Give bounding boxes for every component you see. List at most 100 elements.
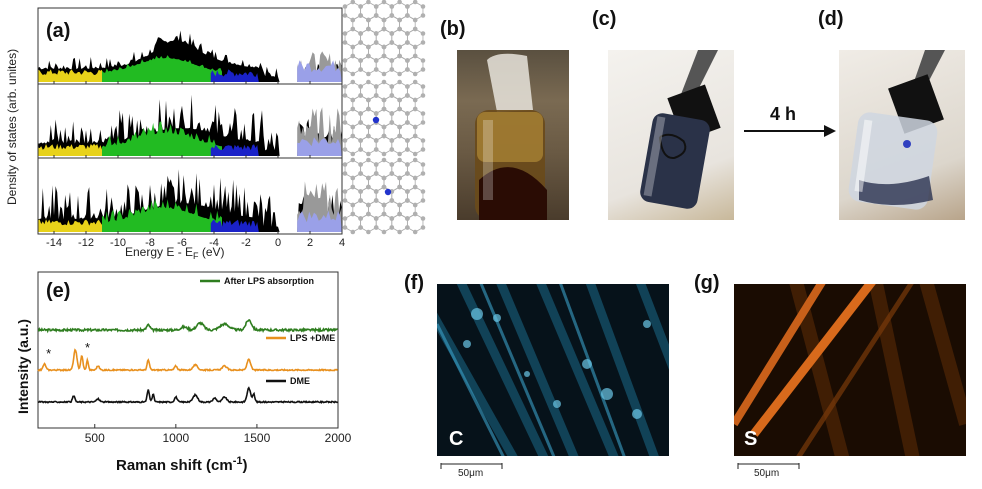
lattice-atom bbox=[420, 198, 426, 203]
lattice-atom bbox=[397, 79, 402, 85]
raman-annotation-star: * bbox=[85, 340, 90, 355]
lattice-atom bbox=[358, 4, 363, 9]
vial-photo-b bbox=[457, 50, 569, 220]
lattice-atom bbox=[405, 93, 410, 98]
lattice-atom bbox=[373, 198, 379, 203]
lattice-atom bbox=[342, 147, 348, 152]
lattice-atom bbox=[412, 184, 418, 190]
lattice-atom bbox=[405, 120, 410, 125]
lattice-atom bbox=[358, 162, 363, 167]
lattice-atom bbox=[381, 97, 387, 103]
lattice-atom bbox=[412, 157, 418, 163]
lattice-atom bbox=[350, 157, 356, 163]
lattice-atom bbox=[405, 138, 410, 143]
eds-map-sulfur: S bbox=[734, 284, 966, 456]
raman-line-lps bbox=[37, 348, 339, 373]
scale-bar-g bbox=[737, 463, 800, 469]
lattice-atom bbox=[412, 53, 418, 59]
lattice-atom bbox=[358, 189, 363, 194]
dos-total-area-2 bbox=[38, 94, 342, 156]
lattice-atom bbox=[405, 4, 410, 9]
lattice-atom bbox=[366, 229, 371, 235]
lattice-atom bbox=[350, 175, 356, 181]
lattice-atom bbox=[405, 31, 410, 36]
lattice-atom bbox=[397, 175, 402, 181]
lattice-atom bbox=[397, 106, 402, 112]
lattice-atom bbox=[412, 202, 418, 208]
time-arrow-icon bbox=[744, 125, 836, 137]
dos-x-axis-sub: F bbox=[193, 251, 199, 261]
lattice-atom bbox=[412, 79, 418, 85]
scale-bar-label-f: 50μm bbox=[458, 468, 484, 479]
lattice-atom bbox=[366, 26, 371, 32]
raman-tick-label: 1000 bbox=[162, 431, 189, 445]
lattice-atom bbox=[397, 0, 402, 5]
lattice-atom bbox=[397, 202, 402, 208]
lattice-atom bbox=[373, 189, 379, 194]
lattice-atom bbox=[405, 111, 410, 116]
panel-label-g: (g) bbox=[694, 272, 720, 294]
dopant-atom bbox=[384, 188, 392, 196]
dos-blue-area-3 bbox=[210, 219, 259, 232]
lattice-atom bbox=[358, 84, 363, 89]
raman-tick-label: 2000 bbox=[325, 431, 352, 445]
raman-frame bbox=[37, 271, 339, 429]
defect-graphene-lattice bbox=[342, 157, 426, 235]
lattice-atom bbox=[420, 4, 426, 9]
lattice-atom bbox=[389, 120, 395, 125]
lattice-atom bbox=[358, 138, 363, 143]
raman-y-axis-label: Intensity (a.u.) bbox=[15, 319, 31, 414]
lattice-atom bbox=[381, 124, 387, 130]
lattice-atom bbox=[381, 157, 387, 163]
lattice-atom bbox=[412, 211, 418, 217]
lattice-atom bbox=[350, 97, 356, 103]
lattice-atom bbox=[373, 138, 379, 143]
raman-legend-label: After LPS absorption bbox=[224, 276, 314, 286]
lattice-atom bbox=[366, 44, 371, 50]
panel-label-f: (f) bbox=[404, 272, 424, 294]
lattice-atom bbox=[412, 106, 418, 112]
lattice-atom bbox=[381, 53, 387, 59]
lattice-atom bbox=[420, 40, 426, 45]
lattice-atom bbox=[381, 133, 387, 139]
dos-x-axis-unit: (eV) bbox=[199, 245, 225, 259]
lattice-atom bbox=[405, 225, 410, 230]
lattice-atom bbox=[389, 162, 395, 167]
panel-label-b: (b) bbox=[440, 18, 466, 40]
lattice-atom bbox=[381, 44, 387, 50]
dos-lavender-area-1 bbox=[297, 60, 342, 82]
pristine-graphene-lattice bbox=[342, 0, 426, 77]
dos-green-area-1 bbox=[102, 55, 222, 82]
raman-tick-label: 500 bbox=[85, 431, 105, 445]
vial-photo-c bbox=[608, 50, 734, 220]
lattice-atom bbox=[381, 184, 387, 190]
lattice-atom bbox=[342, 84, 348, 89]
lattice-atom bbox=[350, 202, 356, 208]
eds-map-carbon: C bbox=[437, 284, 669, 456]
lattice-atom bbox=[358, 198, 363, 203]
lattice-atom bbox=[373, 58, 379, 63]
lattice-atom bbox=[420, 225, 426, 230]
lattice-atom bbox=[366, 211, 371, 217]
dos-tick-label: 2 bbox=[307, 237, 313, 249]
lattice-atom bbox=[342, 120, 348, 125]
lattice-atom bbox=[366, 133, 371, 139]
raman-x-axis-label: Raman shift (cm-1) bbox=[116, 455, 247, 474]
lattice-atom bbox=[342, 13, 348, 18]
lattice-atom bbox=[397, 17, 402, 23]
lattice-atom bbox=[412, 71, 418, 77]
dos-tick-label: 0 bbox=[275, 237, 281, 249]
lattice-atom bbox=[412, 229, 418, 235]
lattice-atom bbox=[366, 124, 371, 130]
time-arrow-label: 4 h bbox=[770, 104, 797, 124]
lattice-atom bbox=[381, 71, 387, 77]
raman-line-dme bbox=[37, 386, 338, 404]
panel-label-d: (d) bbox=[818, 8, 844, 30]
lattice-atom bbox=[420, 13, 426, 18]
lattice-atom bbox=[420, 93, 426, 98]
lattice-atom bbox=[373, 225, 379, 230]
lattice-atom bbox=[342, 31, 348, 36]
dos-tick-label: -2 bbox=[241, 237, 251, 249]
lattice-atom bbox=[389, 171, 395, 176]
lattice-atom bbox=[358, 171, 363, 176]
